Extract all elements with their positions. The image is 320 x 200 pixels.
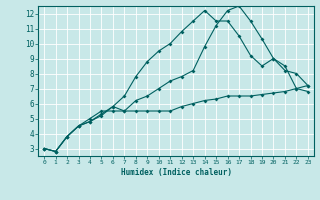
X-axis label: Humidex (Indice chaleur): Humidex (Indice chaleur) — [121, 168, 231, 177]
